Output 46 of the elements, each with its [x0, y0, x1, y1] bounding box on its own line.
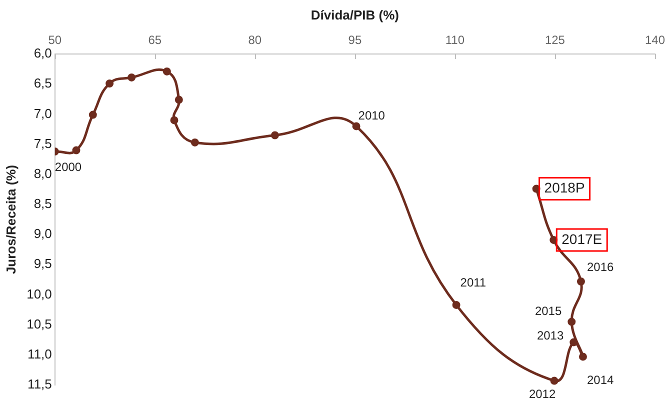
annotation: 2012 — [528, 387, 556, 401]
y-tick-label: 9,0 — [34, 226, 52, 242]
point — [352, 122, 360, 130]
annotation: 2018P — [544, 180, 585, 196]
x-tick-label: 110 — [445, 33, 465, 48]
annotation: 2014 — [586, 373, 614, 388]
y-tick-label: 10,5 — [26, 316, 52, 332]
point — [162, 67, 171, 76]
annotation: 2015 — [534, 304, 562, 318]
annotation: 2016 — [586, 260, 614, 274]
y-tick-label: 7,5 — [34, 136, 52, 151]
point — [190, 138, 199, 146]
annotation: 2011 — [460, 275, 486, 290]
annotation: 2010 — [358, 108, 386, 123]
y-tick-label: 10,0 — [26, 286, 52, 302]
point — [452, 300, 460, 309]
point — [550, 376, 558, 385]
point — [72, 146, 80, 154]
x-tick-label: 95 — [348, 33, 362, 48]
y-tick-label: 8,0 — [34, 166, 52, 181]
x-axis-title: Dívida/PIB (%) — [310, 7, 400, 22]
x-tick-label: 65 — [148, 33, 162, 48]
x-tick-label: 125 — [544, 33, 566, 48]
x-tick-label: 140 — [644, 33, 666, 48]
x-tick-label: 50 — [48, 33, 62, 48]
point — [88, 110, 97, 119]
y-tick-label: 6,0 — [34, 46, 52, 61]
y-tick-label: 6,5 — [34, 76, 52, 91]
y-tick-label: 9,5 — [34, 256, 52, 272]
y-tick-label: 7,0 — [34, 106, 52, 121]
point — [170, 116, 178, 124]
point — [270, 131, 279, 140]
annotation: 2013 — [536, 328, 564, 343]
point — [106, 79, 114, 88]
point — [568, 318, 576, 326]
point — [174, 96, 183, 104]
y-axis-title: Juros/Receita (%) — [3, 164, 18, 274]
annotation: 2017E — [562, 230, 602, 247]
y-tick-label: 8,5 — [34, 196, 52, 212]
point — [128, 73, 136, 82]
annotation: 2000 — [54, 160, 82, 174]
y-tick-label: 11,0 — [28, 346, 52, 362]
x-tick-label: 80 — [248, 33, 262, 48]
point — [578, 352, 587, 361]
y-tick-label: 11,5 — [28, 376, 52, 392]
point — [576, 277, 585, 286]
